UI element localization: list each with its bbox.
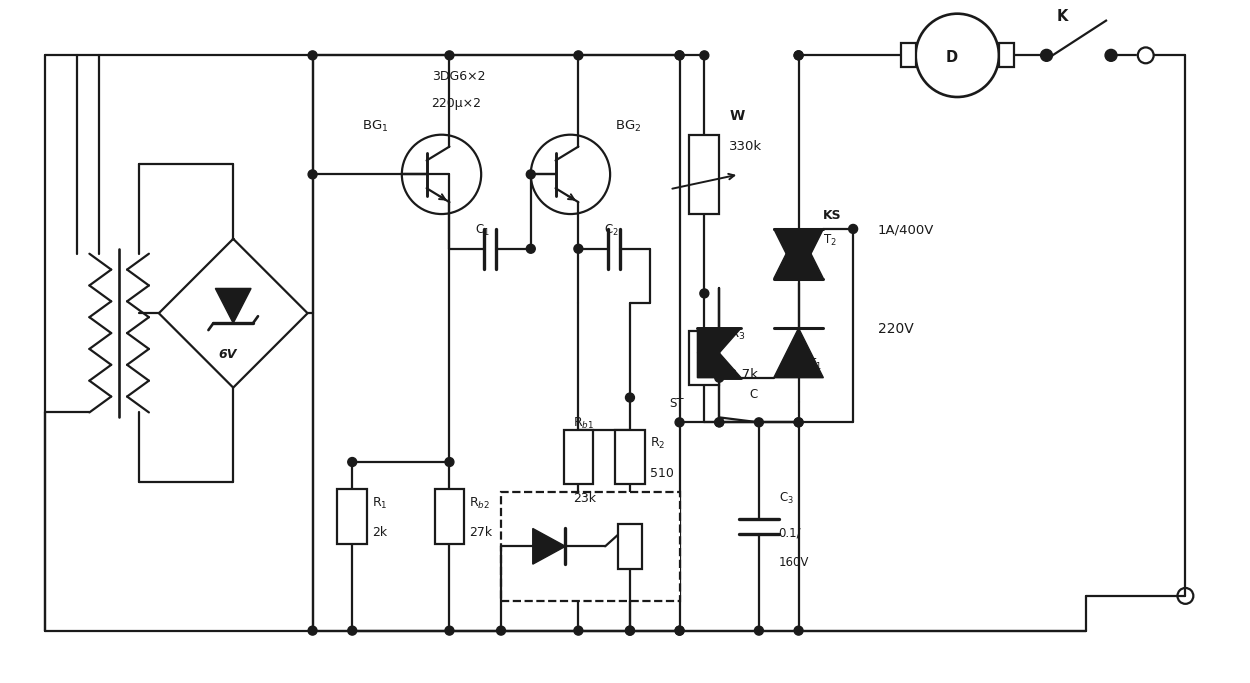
Text: 23k: 23k: [574, 492, 596, 505]
Circle shape: [526, 170, 535, 179]
Circle shape: [308, 51, 318, 60]
Circle shape: [348, 626, 356, 635]
Text: R$_{b1}$: R$_{b1}$: [574, 417, 595, 432]
FancyBboxPatch shape: [690, 331, 719, 385]
Text: R$_2$: R$_2$: [650, 436, 665, 451]
Circle shape: [794, 51, 802, 60]
Text: C: C: [749, 387, 758, 400]
Text: 0.1/: 0.1/: [779, 527, 801, 540]
Polygon shape: [215, 288, 251, 323]
Text: T$_2$: T$_2$: [824, 233, 838, 248]
Text: C$_2$: C$_2$: [604, 223, 619, 238]
Text: 2.7k: 2.7k: [729, 367, 758, 380]
Circle shape: [794, 51, 802, 60]
Circle shape: [625, 393, 635, 402]
Circle shape: [675, 51, 684, 60]
Text: 3DG6×2: 3DG6×2: [431, 70, 485, 83]
Circle shape: [849, 225, 858, 234]
FancyBboxPatch shape: [999, 44, 1014, 67]
Polygon shape: [774, 229, 824, 279]
Circle shape: [526, 245, 535, 253]
Circle shape: [755, 626, 764, 635]
Text: 220μ×2: 220μ×2: [431, 97, 481, 110]
Polygon shape: [774, 229, 824, 279]
Circle shape: [700, 289, 709, 298]
FancyBboxPatch shape: [618, 524, 641, 569]
Circle shape: [574, 626, 582, 635]
Text: D: D: [945, 51, 958, 66]
Circle shape: [675, 626, 684, 635]
Circle shape: [496, 626, 505, 635]
Polygon shape: [698, 328, 741, 353]
Polygon shape: [698, 353, 741, 378]
Text: C$_3$: C$_3$: [779, 490, 794, 506]
Text: KS: KS: [824, 209, 842, 222]
Text: 220V: 220V: [878, 322, 914, 336]
Circle shape: [700, 51, 709, 60]
Text: C$_1$: C$_1$: [475, 223, 490, 238]
Circle shape: [308, 626, 318, 635]
Text: R$_{b2}$: R$_{b2}$: [469, 496, 490, 511]
Text: 1A/400V: 1A/400V: [878, 224, 934, 237]
Circle shape: [794, 418, 802, 427]
Circle shape: [755, 418, 764, 427]
FancyBboxPatch shape: [901, 44, 915, 67]
Polygon shape: [774, 328, 824, 378]
Circle shape: [715, 418, 724, 427]
Text: 330k: 330k: [729, 139, 762, 152]
Circle shape: [675, 418, 684, 427]
Circle shape: [675, 626, 684, 635]
Circle shape: [794, 418, 802, 427]
Text: R$_3$: R$_3$: [729, 327, 745, 342]
Text: ST: ST: [670, 398, 684, 410]
Text: 160V: 160V: [779, 556, 809, 569]
Text: 6V: 6V: [219, 348, 236, 361]
Circle shape: [574, 245, 582, 253]
Text: T$_1$: T$_1$: [809, 357, 822, 372]
Circle shape: [625, 626, 635, 635]
Circle shape: [308, 170, 318, 179]
Text: BG$_2$: BG$_2$: [615, 119, 641, 134]
FancyBboxPatch shape: [615, 430, 645, 484]
FancyBboxPatch shape: [690, 135, 719, 214]
Circle shape: [445, 626, 454, 635]
Circle shape: [445, 458, 454, 466]
Circle shape: [625, 626, 635, 635]
FancyBboxPatch shape: [435, 489, 464, 544]
Text: R$_1$: R$_1$: [372, 496, 388, 511]
Circle shape: [715, 418, 724, 427]
Circle shape: [794, 626, 802, 635]
Circle shape: [574, 51, 582, 60]
Text: W: W: [729, 109, 745, 123]
Circle shape: [675, 51, 684, 60]
Circle shape: [1040, 49, 1052, 61]
FancyBboxPatch shape: [338, 489, 367, 544]
FancyBboxPatch shape: [564, 430, 594, 484]
Text: BG$_1$: BG$_1$: [362, 119, 389, 134]
Circle shape: [715, 373, 724, 382]
Circle shape: [445, 51, 454, 60]
Text: 510: 510: [650, 467, 674, 480]
Polygon shape: [532, 529, 565, 564]
Text: 27k: 27k: [469, 527, 492, 540]
FancyBboxPatch shape: [501, 492, 680, 601]
Circle shape: [1105, 49, 1118, 61]
Text: K: K: [1056, 9, 1068, 24]
Circle shape: [348, 458, 356, 466]
Text: 2k: 2k: [372, 527, 388, 540]
